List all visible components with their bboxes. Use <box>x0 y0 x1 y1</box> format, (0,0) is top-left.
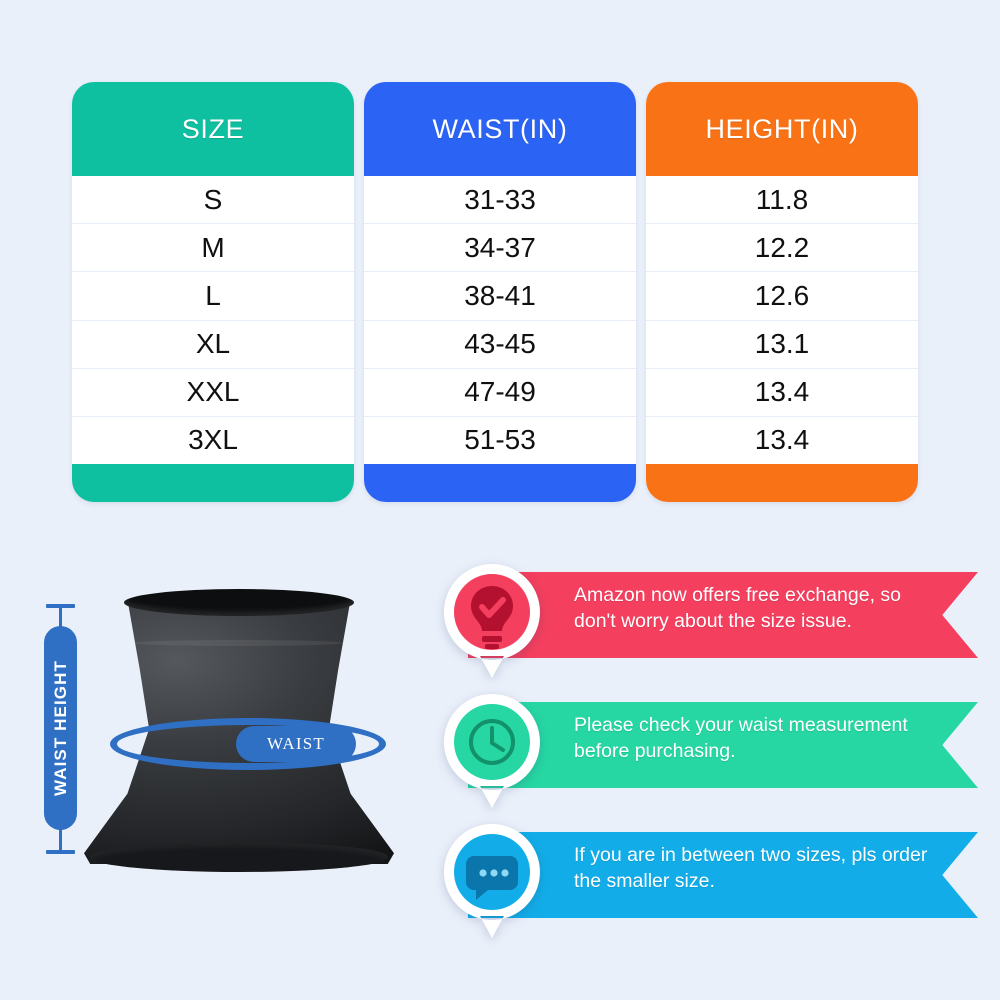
table-cell-waist-l: 38-41 <box>364 272 636 321</box>
waist-trainer-image: WAIST <box>84 588 394 873</box>
table-cell-size-m: M <box>72 224 354 273</box>
product-measurement-figure: WAIST HEIGHT WAIST <box>24 576 414 916</box>
table-cell-height-m: 12.2 <box>646 224 918 273</box>
chat-bubble-icon <box>436 820 548 940</box>
table-cell-waist-xl: 43-45 <box>364 320 636 369</box>
callout-exchange: Amazon now offers free exchange, so don'… <box>432 560 992 678</box>
column-footer-waist <box>364 464 636 502</box>
table-cell-size-3xl: 3XL <box>72 416 354 465</box>
table-cell-size-l: L <box>72 272 354 321</box>
table-cell-waist-m: 34-37 <box>364 224 636 273</box>
table-cell-height-xl: 13.1 <box>646 320 918 369</box>
size-chart-column-waist: WAIST(IN) 31-33 34-37 38-41 43-45 47-49 … <box>364 82 636 502</box>
callout-ribbon <box>468 702 978 788</box>
size-chart-column-size: SIZE S M L XL XXL 3XL <box>72 82 354 502</box>
column-cells-height: 11.8 12.2 12.6 13.1 13.4 13.4 <box>646 176 918 465</box>
trainer-top-rim <box>124 588 354 616</box>
waist-label-pill: WAIST <box>236 726 356 762</box>
size-chart-column-height: HEIGHT(IN) 11.8 12.2 12.6 13.1 13.4 13.4 <box>646 82 918 502</box>
callout-ribbon <box>468 572 978 658</box>
column-footer-size <box>72 464 354 502</box>
callout-list: Amazon now offers free exchange, so don'… <box>432 560 992 960</box>
callout-text: Please check your waist measurement befo… <box>574 714 908 762</box>
waist-height-gauge: WAIST HEIGHT <box>38 600 82 858</box>
column-footer-height <box>646 464 918 502</box>
column-cells-size: S M L XL XXL 3XL <box>72 176 354 465</box>
waist-measure-ellipse <box>110 718 386 770</box>
callout-measure: Please check your waist measurement befo… <box>432 690 992 808</box>
table-cell-size-xxl: XXL <box>72 368 354 417</box>
table-cell-waist-xxl: 47-49 <box>364 368 636 417</box>
waist-label-text: WAIST <box>267 734 325 753</box>
callout-text: If you are in between two sizes, pls ord… <box>574 844 928 892</box>
trainer-bottom-rim <box>90 842 388 873</box>
size-chart-table: SIZE S M L XL XXL 3XL WAIST(IN) 31-33 34… <box>72 82 928 502</box>
table-cell-height-l: 12.6 <box>646 272 918 321</box>
table-cell-size-s: S <box>72 176 354 225</box>
column-header-size: SIZE <box>72 82 354 176</box>
callout-ribbon <box>468 832 978 918</box>
gauge-cap-top <box>46 604 75 608</box>
column-cells-waist: 31-33 34-37 38-41 43-45 47-49 51-53 <box>364 176 636 465</box>
callout-text: Amazon now offers free exchange, so don'… <box>574 584 901 632</box>
table-cell-size-xl: XL <box>72 320 354 369</box>
table-cell-waist-s: 31-33 <box>364 176 636 225</box>
clock-icon <box>436 690 548 810</box>
trainer-seam <box>133 639 345 646</box>
table-cell-height-s: 11.8 <box>646 176 918 225</box>
callout-between-sizes: If you are in between two sizes, pls ord… <box>432 820 992 938</box>
gauge-cap-bottom <box>46 850 75 854</box>
column-header-height: HEIGHT(IN) <box>646 82 918 176</box>
column-header-waist: WAIST(IN) <box>364 82 636 176</box>
table-cell-waist-3xl: 51-53 <box>364 416 636 465</box>
table-cell-height-xxl: 13.4 <box>646 368 918 417</box>
lightbulb-check-icon <box>436 560 548 680</box>
table-cell-height-3xl: 13.4 <box>646 416 918 465</box>
waist-height-label-text: WAIST HEIGHT <box>50 660 70 796</box>
waist-height-label-pill: WAIST HEIGHT <box>44 626 77 830</box>
